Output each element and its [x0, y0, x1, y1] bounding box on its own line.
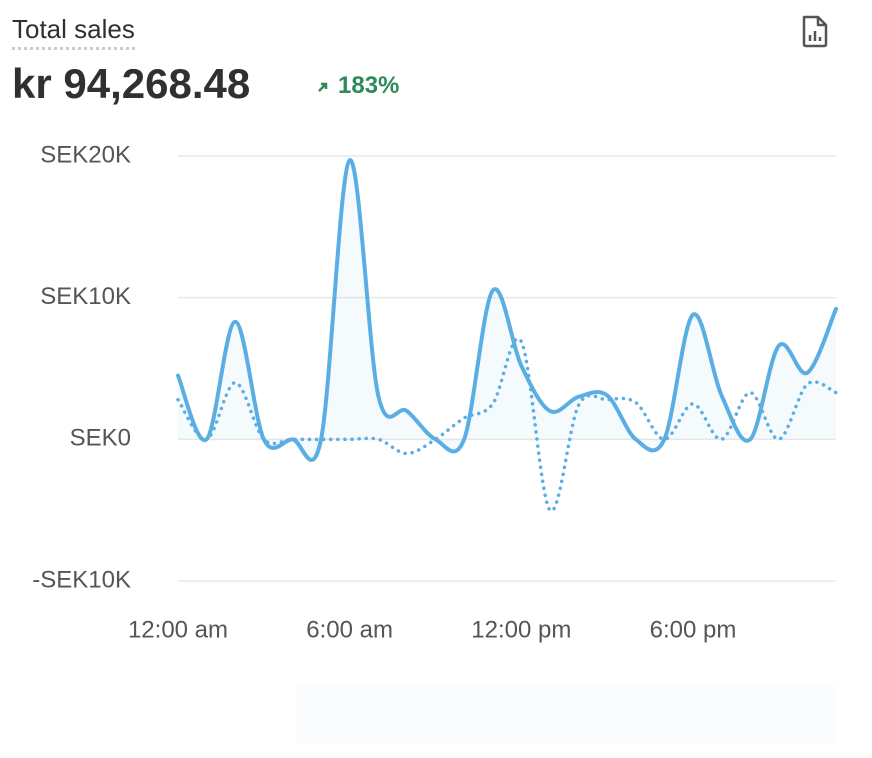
- y-tick-label: SEK10K: [40, 283, 131, 310]
- metric-value: kr 94,268.48: [12, 60, 251, 107]
- metric-change: 183%: [338, 72, 400, 99]
- area: [178, 160, 836, 461]
- line: [176, 158, 838, 462]
- up-arrow-icon: [318, 82, 328, 92]
- export-report-icon[interactable]: [800, 14, 830, 48]
- x-tick-label: 6:00 am: [306, 616, 393, 643]
- line: [176, 337, 838, 513]
- y-tick-label: SEK20K: [40, 141, 131, 168]
- y-tick-label: -SEK10K: [32, 566, 131, 593]
- placeholder: [295, 685, 836, 745]
- x-tick-label: 12:00 am: [128, 616, 228, 643]
- y-tick-label: SEK0: [70, 425, 131, 452]
- x-tick-label: 12:00 pm: [471, 616, 571, 643]
- x-tick-label: 6:00 pm: [650, 616, 737, 643]
- metric-title[interactable]: Total sales: [12, 14, 135, 50]
